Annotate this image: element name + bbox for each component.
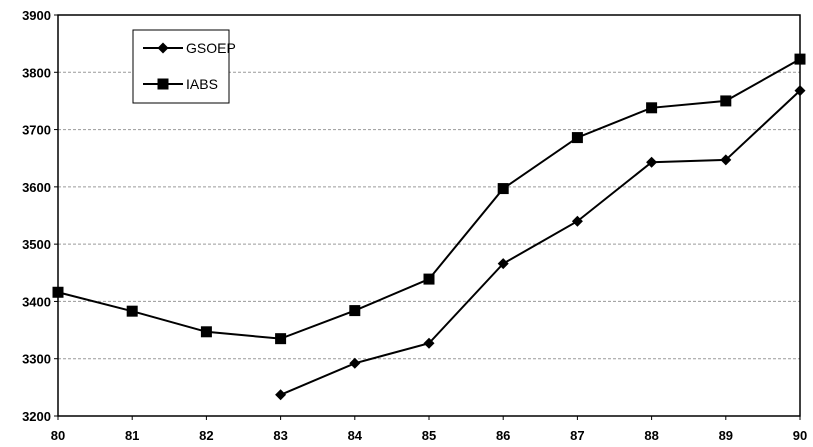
y-axis-ticks: 3200 3300 3400 3500 3600 3700 3800 3900 — [22, 8, 58, 424]
x-tick-label: 80 — [51, 428, 65, 443]
x-tick-label: 83 — [273, 428, 287, 443]
x-tick-label: 90 — [793, 428, 807, 443]
legend-marker-gsoep — [157, 42, 169, 54]
legend-label-gsoep: GSOEP — [186, 40, 236, 56]
data-point-gsoep — [497, 258, 509, 270]
x-tick-label: 85 — [422, 428, 436, 443]
y-tick-label: 3600 — [22, 180, 51, 195]
y-tick-label: 3800 — [22, 65, 51, 80]
data-point-iabs — [275, 333, 287, 345]
x-tick-label: 89 — [719, 428, 733, 443]
legend-box — [132, 29, 230, 104]
y-tick-label: 3200 — [22, 409, 51, 424]
data-point-iabs — [423, 273, 435, 285]
series-line-gsoep — [280, 89, 801, 396]
data-point-iabs — [571, 132, 583, 144]
series-markers — [52, 53, 806, 401]
data-point-iabs — [646, 102, 658, 114]
y-tick-label: 3400 — [22, 294, 51, 309]
data-point-gsoep — [794, 85, 806, 97]
data-point-iabs — [349, 305, 361, 317]
data-point-iabs — [497, 183, 509, 195]
data-point-gsoep — [720, 154, 732, 166]
data-point-iabs — [720, 95, 732, 107]
x-tick-label: 84 — [348, 428, 363, 443]
y-tick-label: 3300 — [22, 352, 51, 367]
data-point-gsoep — [571, 215, 583, 227]
x-tick-label: 88 — [644, 428, 658, 443]
x-tick-label: 86 — [496, 428, 510, 443]
data-point-gsoep — [646, 156, 658, 168]
y-tick-label: 3900 — [22, 8, 51, 23]
data-point-iabs — [126, 305, 138, 317]
x-tick-label: 81 — [125, 428, 139, 443]
x-tick-label: 87 — [570, 428, 584, 443]
x-axis-ticks: 80 81 82 83 84 85 86 87 88 89 90 — [51, 416, 807, 443]
legend-label-iabs: IABS — [186, 76, 218, 92]
legend-marker-iabs — [157, 78, 169, 90]
data-point-iabs — [794, 53, 806, 65]
y-tick-label: 3700 — [22, 123, 51, 138]
data-point-gsoep — [349, 357, 361, 369]
data-point-gsoep — [275, 389, 287, 401]
data-point-iabs — [52, 286, 64, 298]
legend: GSOEP IABS — [132, 29, 236, 104]
y-tick-label: 3500 — [22, 237, 51, 252]
gridlines — [58, 71, 800, 360]
x-tick-label: 82 — [199, 428, 213, 443]
data-point-iabs — [200, 326, 212, 338]
data-point-gsoep — [423, 337, 435, 349]
